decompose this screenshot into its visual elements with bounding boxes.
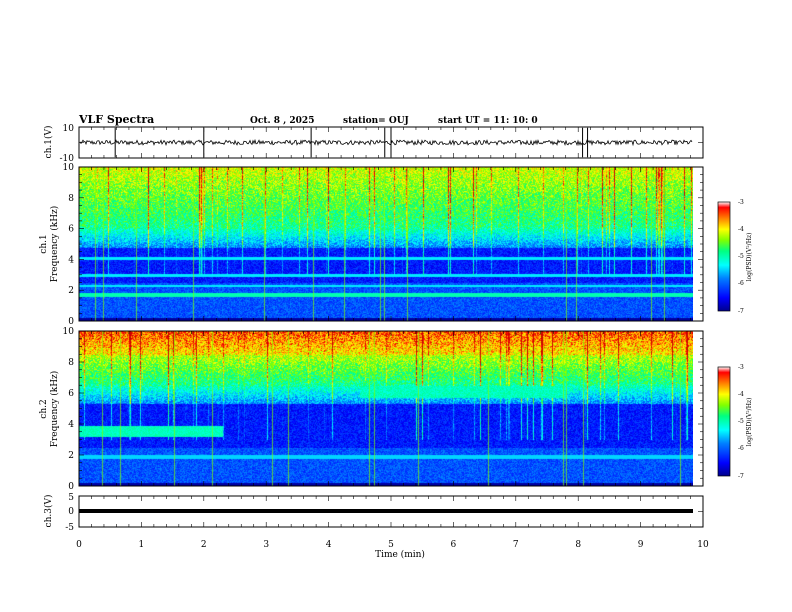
ch2-cb-tick-2: -5	[738, 418, 744, 425]
ch2-cb-tick-1: -4	[738, 391, 744, 398]
x-axis-label: Time (min)	[375, 549, 425, 560]
ch1-ytick-label-4: 4	[68, 255, 74, 265]
ch1-trace	[79, 138, 693, 147]
x-axis-ticks	[78, 127, 704, 527]
date-label: Oct. 8 , 2025	[250, 116, 314, 126]
station-label: station= OUJ	[343, 116, 409, 126]
ch2-channel-label: ch.2	[39, 399, 49, 418]
ch1-ytick-top: 10	[63, 124, 75, 134]
ch1-colorbar-frame	[717, 201, 731, 312]
x-tick-label-4: 4	[326, 540, 332, 550]
ch1-spectrogram-panel: ch.1 Frequency (kHz) 0 2 4 6 8 10	[39, 163, 704, 327]
ch2-yticks: 0 2 4 6 8 10	[63, 327, 703, 492]
ch1-colorbar: -3 -4 -5 -6 -7 log(PSD)(V²/Hz)	[717, 199, 753, 315]
x-tick-label-8: 8	[575, 540, 581, 550]
x-tick-label-9: 9	[638, 540, 644, 550]
ch1-ytick-label-10: 10	[63, 163, 75, 173]
ch2-colorbar: -3 -4 -5 -6 -7 log(PSD)(V²/Hz)	[717, 364, 753, 480]
ch1-freq-label: Frequency (kHz)	[49, 206, 60, 283]
ch1-channel-label: ch.1	[39, 234, 49, 253]
x-tick-label-10: 10	[697, 540, 709, 550]
ch2-ytick-label-0: 0	[68, 482, 74, 492]
ch1-cb-tick-3: -6	[738, 280, 744, 287]
ch2-ytick-label-10: 10	[63, 327, 75, 337]
ch1-ytick-label-8: 8	[68, 194, 74, 204]
ch1-cb-tick-0: -3	[738, 199, 744, 206]
x-tick-label-1: 1	[139, 540, 145, 550]
ch2-spectrogram-nodata	[693, 331, 703, 486]
ch1-cb-tick-4: -7	[738, 308, 744, 315]
x-tick-label-6: 6	[451, 540, 457, 550]
ch1-ytick-bottom: -10	[60, 154, 75, 164]
ch2-cb-label: log(PSD)(V²/Hz)	[746, 398, 753, 447]
ch1-cb-tick-2: -5	[738, 253, 744, 260]
ch2-ytick-label-6: 6	[68, 389, 74, 399]
x-tick-label-5: 5	[388, 540, 394, 550]
ch2-cb-tick-3: -6	[738, 445, 744, 452]
start-time-label: start UT = 11: 10: 0	[438, 116, 538, 126]
x-axis-tick-labels: 0 1 2 3 4 5 6 7 8 9 10	[76, 540, 709, 550]
ch3-ylabel: ch.3(V)	[43, 495, 54, 528]
ch2-spectrogram-panel: ch.2 Frequency (kHz) 0 2 4 6 8 10	[39, 327, 704, 492]
ch2-ytick-label-2: 2	[68, 451, 74, 461]
ch2-cb-tick-0: -3	[738, 364, 744, 371]
figure-title: VLF Spectra	[78, 113, 154, 126]
ch2-freq-label: Frequency (kHz)	[49, 371, 60, 448]
ch3-trace	[79, 509, 693, 513]
ch2-spectrogram-image	[79, 331, 693, 486]
ch1-ytick-label-6: 6	[68, 225, 74, 235]
ch1-colorbar-gradient	[718, 202, 730, 311]
ch3-ytick-bottom: -5	[65, 523, 74, 533]
x-tick-label-3: 3	[263, 540, 269, 550]
ch3-waveform-panel: ch.3(V) 5 0 -5	[43, 493, 704, 533]
x-tick-label-0: 0	[76, 540, 82, 550]
ch1-waveform-panel: ch.1(V) 10 -10	[43, 124, 704, 164]
ch2-ytick-label-8: 8	[68, 358, 74, 368]
x-tick-label-7: 7	[513, 540, 519, 550]
ch1-cb-tick-1: -4	[738, 226, 744, 233]
ch2-colorbar-frame	[717, 366, 731, 477]
ch1-ytick-label-2: 2	[68, 286, 74, 296]
x-tick-label-2: 2	[201, 540, 207, 550]
ch1-yticks: 0 2 4 6 8 10	[63, 163, 703, 327]
ch1-spectrogram-nodata	[693, 167, 703, 321]
ch1-ylabel: ch.1(V)	[43, 126, 54, 159]
ch1-spectrogram-image	[79, 167, 693, 321]
ch2-cb-tick-4: -7	[738, 473, 744, 480]
ch2-colorbar-gradient	[718, 367, 730, 476]
ch1-ytick-label-0: 0	[68, 317, 74, 327]
ch3-ytick-top: 5	[68, 493, 74, 503]
ch1-cb-label: log(PSD)(V²/Hz)	[746, 233, 753, 282]
ch3-ytick-mid: 0	[68, 507, 74, 517]
ch2-ytick-label-4: 4	[68, 420, 74, 430]
